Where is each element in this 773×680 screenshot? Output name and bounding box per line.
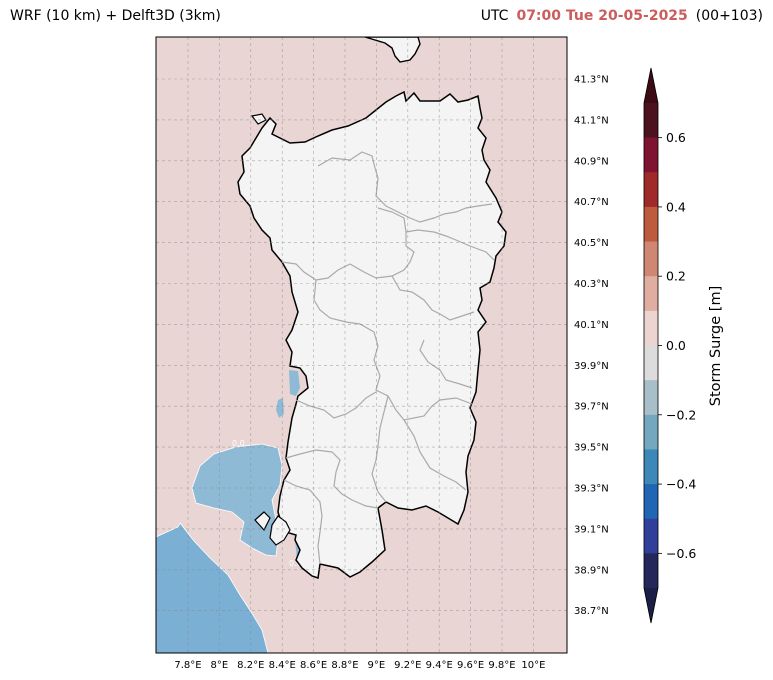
lat-label: 38.7°N <box>574 606 609 617</box>
lon-label: 8.4°E <box>269 660 296 671</box>
corsica-landmass <box>364 37 421 63</box>
lon-label: 8°E <box>211 660 229 671</box>
lat-label: 39.3°N <box>574 484 609 495</box>
forecast-step: (00+103) <box>695 8 763 24</box>
colorbar-segment <box>644 310 658 346</box>
lon-label: 9.2°E <box>394 660 421 671</box>
lat-label: 39.5°N <box>574 443 609 454</box>
colorbar-outline <box>643 67 659 624</box>
lon-label: 9.8°E <box>488 660 515 671</box>
negative-surge-area-oristano <box>289 370 300 396</box>
colorbar-segment <box>644 345 658 381</box>
island-santantioco <box>269 515 291 546</box>
map-area: 0.0 0.0 <box>156 37 567 653</box>
lat-label: 41.3°N <box>574 75 609 86</box>
latitude-labels: 41.3°N 41.1°N 40.9°N 40.7°N 40.5°N 40.3°N 40.1… <box>574 75 609 618</box>
colorbar-segment <box>644 276 658 312</box>
colorbar-segment <box>644 449 658 485</box>
colorbar-tick-label: −0.2 <box>666 407 696 422</box>
utc-label: UTC <box>480 8 509 24</box>
colorbar-segment <box>644 553 658 589</box>
colorbar-segment <box>644 414 658 450</box>
grid-lines <box>156 37 567 653</box>
colorbar-label: Storm Surge [m] <box>708 286 724 406</box>
colorbar-segment <box>644 137 658 173</box>
negative-surge-area-gulf <box>191 443 283 557</box>
colorbar-segment <box>644 103 658 138</box>
longitude-labels: 7.8°E 8°E 8.2°E 8.4°E 8.6°E 8.8°E 9°E 9.2°E 9.4°… <box>174 660 545 671</box>
valid-datetime: 07:00 Tue 20-05-2025 <box>516 8 688 24</box>
colorbar-tick-label: −0.6 <box>666 546 696 561</box>
lon-label: 9.6°E <box>457 660 484 671</box>
colorbar-under-arrow <box>644 588 658 623</box>
lat-label: 40.9°N <box>574 156 609 167</box>
colorbar-segment <box>644 206 658 242</box>
colorbar-tick-label: 0.6 <box>666 130 686 145</box>
colorbar-over-arrow <box>644 68 658 103</box>
lat-label: 39.1°N <box>574 524 609 535</box>
lat-label: 40.1°N <box>574 320 609 331</box>
lat-label: 39.7°N <box>574 402 609 413</box>
colorbar-segment <box>644 380 658 416</box>
contour-label: 0.0 <box>232 439 245 448</box>
lon-label: 9°E <box>368 660 386 671</box>
colorbar: 0.6 0.4 0.2 0.0 −0.2 −0.4 −0.6 <box>643 67 696 624</box>
lon-label: 8.8°E <box>331 660 358 671</box>
lon-label: 8.2°E <box>237 660 264 671</box>
lon-label: 7.8°E <box>174 660 201 671</box>
colorbar-tick-label: 0.4 <box>666 199 686 214</box>
model-title: WRF (10 km) + Delft3D (3km) <box>10 8 221 24</box>
colorbar-segment <box>644 172 658 208</box>
lon-label: 9.4°E <box>426 660 453 671</box>
lat-label: 38.9°N <box>574 565 609 576</box>
colorbar-tick-label: 0.0 <box>666 338 686 353</box>
map-frame <box>155 36 568 654</box>
lon-label: 8.6°E <box>300 660 327 671</box>
province-borders <box>281 151 495 565</box>
lat-label: 40.5°N <box>574 238 609 249</box>
lat-label: 39.9°N <box>574 361 609 372</box>
lon-label: 10°E <box>521 660 545 671</box>
lat-label: 40.7°N <box>574 197 609 208</box>
colorbar-tick-label: 0.2 <box>666 269 686 284</box>
lat-label: 41.1°N <box>574 115 609 126</box>
contour-label: 0.0 <box>289 559 302 568</box>
negative-surge-area-southwest <box>156 522 269 653</box>
island-san-pietro <box>254 511 271 532</box>
colorbar-segment <box>644 518 658 554</box>
colorbar-segment <box>644 484 658 520</box>
colorbar-segment <box>644 241 658 277</box>
lat-label: 40.3°N <box>574 279 609 290</box>
colorbar-tick-label: −0.4 <box>666 477 696 492</box>
forecast-time: UTC 07:00 Tue 20-05-2025 (00+103) <box>481 8 763 24</box>
